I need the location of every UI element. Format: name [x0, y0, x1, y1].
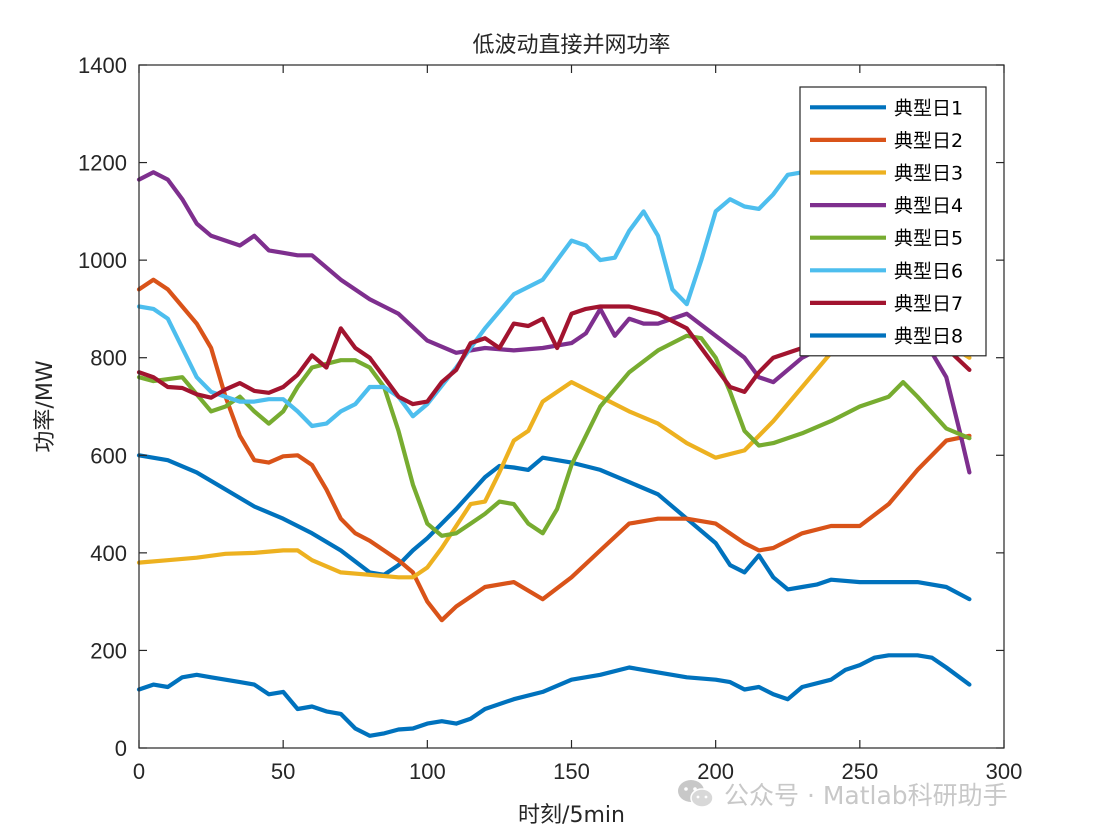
legend: 典型日1 典型日2 典型日3 典型日4 典型日5 典型日6 典型日7 典型日8 — [799, 86, 987, 357]
y-tick-label: 1400 — [78, 53, 127, 78]
wechat-icon — [678, 780, 714, 808]
series-line-5 — [136, 333, 972, 538]
x-tick-label: 0 — [133, 759, 145, 784]
x-tick-label: 250 — [841, 759, 878, 784]
y-tick-label: 800 — [90, 346, 127, 371]
legend-box — [799, 86, 987, 357]
series-line-1 — [136, 453, 972, 602]
series-line-6 — [136, 167, 877, 429]
x-tick-label: 100 — [409, 759, 446, 784]
legend-label: 典型日7 — [894, 293, 963, 315]
y-tick-label: 1200 — [78, 151, 127, 176]
y-tick-label: 600 — [90, 443, 127, 468]
watermark-text: 公众号 · Matlab科研助手 — [724, 781, 1008, 810]
legend-label: 典型日5 — [894, 228, 963, 250]
x-tick-label: 200 — [697, 759, 734, 784]
x-tick-label: 300 — [986, 759, 1023, 784]
y-tick-label: 400 — [90, 541, 127, 566]
legend-label: 典型日4 — [894, 195, 963, 217]
axes: 0 50 100 150 200 250 300 0 200 400 600 800 1000 1200 1… — [78, 53, 1022, 784]
legend-label: 典型日3 — [894, 163, 963, 185]
x-tick-label: 50 — [271, 759, 295, 784]
y-axis-label: 功率/MW — [33, 360, 58, 452]
legend-label: 典型日2 — [894, 130, 963, 152]
legend-label: 典型日6 — [894, 260, 963, 282]
y-tick-label: 0 — [115, 736, 127, 761]
x-tick-label: 150 — [553, 759, 590, 784]
legend-label: 典型日1 — [894, 97, 963, 119]
series-line-7 — [136, 304, 972, 407]
chart-title: 低波动直接并网功率 — [472, 33, 670, 58]
series-line-3 — [136, 333, 972, 580]
plot-area — [136, 167, 972, 738]
x-axis-label: 时刻/5min — [518, 803, 625, 828]
watermark: 公众号 · Matlab科研助手 — [676, 776, 1008, 812]
y-tick-label: 1000 — [78, 248, 127, 273]
y-tick-label: 200 — [90, 638, 127, 663]
series-line-2 — [136, 277, 972, 623]
series-line-8 — [136, 653, 972, 738]
legend-label: 典型日8 — [894, 326, 963, 348]
